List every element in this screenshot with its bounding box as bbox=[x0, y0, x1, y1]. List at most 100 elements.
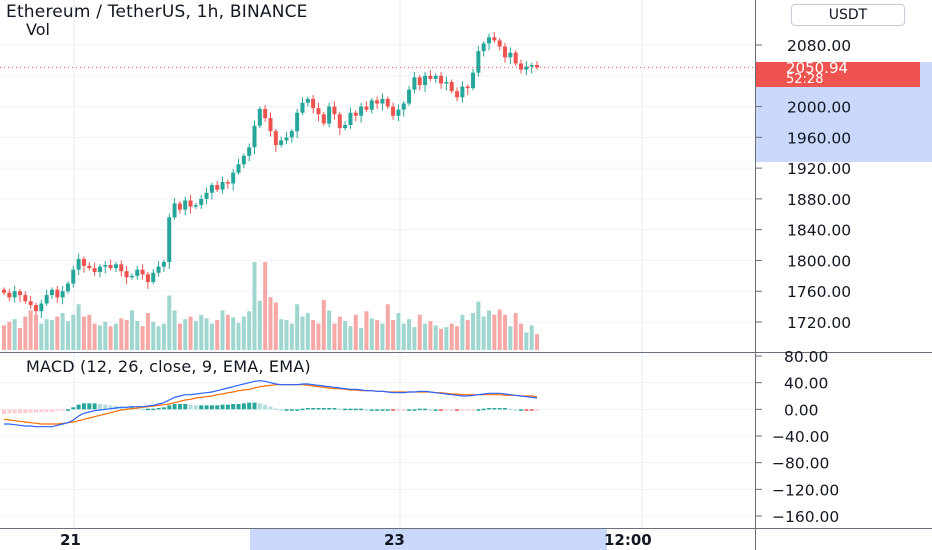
price-axis-tick: 1720.00 bbox=[787, 314, 851, 332]
volume-bar bbox=[353, 314, 358, 350]
candle-body bbox=[167, 217, 172, 262]
candle-body bbox=[412, 77, 417, 90]
candle-body bbox=[103, 265, 108, 267]
candle-body bbox=[503, 46, 508, 58]
candle-body bbox=[7, 292, 12, 298]
volume-bar bbox=[385, 304, 390, 350]
macd-histogram-bar bbox=[12, 409, 17, 414]
volume-bar bbox=[33, 314, 38, 350]
volume-bar bbox=[359, 328, 364, 350]
volume-bar bbox=[23, 316, 28, 350]
volume-bar bbox=[209, 323, 214, 350]
macd-indicator-label[interactable]: MACD (12, 26, close, 9, EMA, EMA) bbox=[26, 357, 311, 376]
macd-histogram-bar bbox=[220, 404, 225, 410]
volume-bar bbox=[460, 314, 465, 350]
macd-histogram-bar bbox=[7, 409, 12, 414]
macd-histogram-bar bbox=[145, 408, 150, 411]
candle-body bbox=[471, 72, 476, 89]
candle-body bbox=[359, 106, 364, 116]
candle-body bbox=[145, 274, 150, 282]
macd-axis-tick: −120.00 bbox=[772, 481, 839, 499]
macd-histogram-bar bbox=[375, 409, 380, 411]
symbol-title[interactable]: Ethereum / TetherUS, 1h, BINANCE bbox=[6, 2, 308, 22]
price-axis-tick: 1800.00 bbox=[787, 252, 851, 270]
price-axis-tick: 1960.00 bbox=[787, 129, 851, 147]
volume-bar bbox=[7, 321, 12, 350]
macd-histogram-bar bbox=[311, 408, 316, 410]
candle-body bbox=[476, 51, 481, 73]
macd-histogram-bar bbox=[92, 403, 97, 410]
candle-body bbox=[279, 140, 284, 146]
volume-bar bbox=[39, 323, 44, 350]
volume-bar bbox=[471, 313, 476, 350]
macd-histogram-bar bbox=[231, 404, 236, 410]
candle-body bbox=[193, 205, 198, 207]
candle-body bbox=[492, 37, 497, 41]
macd-histogram-bar bbox=[401, 409, 406, 411]
macd-histogram-bar bbox=[28, 409, 33, 413]
macd-histogram-bar bbox=[172, 404, 177, 410]
volume-bar bbox=[81, 316, 86, 350]
candle-body bbox=[439, 75, 444, 84]
macd-histogram-bar bbox=[188, 404, 193, 410]
macd-histogram-bar bbox=[492, 408, 497, 410]
candle-body bbox=[161, 261, 166, 267]
candle-body bbox=[108, 265, 113, 269]
macd-histogram-bar bbox=[535, 409, 539, 411]
volume-bar bbox=[129, 310, 134, 350]
candle-body bbox=[87, 265, 92, 269]
volume-bar bbox=[316, 323, 321, 350]
candle-body bbox=[209, 185, 214, 193]
candle-body bbox=[535, 65, 539, 68]
time-axis-highlight bbox=[250, 528, 607, 550]
price-axis-tick: 2080.00 bbox=[787, 37, 851, 55]
candle-body bbox=[401, 103, 406, 110]
volume-bar bbox=[225, 314, 230, 350]
macd-histogram-bar bbox=[412, 409, 417, 411]
candle-body bbox=[188, 200, 193, 207]
candle-body bbox=[199, 198, 204, 206]
volume-bar bbox=[535, 334, 539, 350]
candle-body bbox=[487, 37, 492, 44]
candle-body bbox=[12, 291, 17, 298]
volume-bar bbox=[364, 311, 369, 350]
macd-histogram-bar bbox=[215, 405, 220, 410]
macd-histogram-bar bbox=[455, 409, 460, 411]
macd-histogram-bar bbox=[369, 409, 374, 411]
macd-histogram-bar bbox=[289, 409, 294, 411]
currency-button[interactable]: USDT bbox=[791, 4, 905, 26]
volume-bar bbox=[113, 323, 118, 350]
candle-body bbox=[332, 106, 337, 115]
candle-body bbox=[33, 305, 38, 312]
macd-histogram-bar bbox=[87, 403, 92, 410]
macd-histogram-bar bbox=[380, 409, 385, 411]
volume-bar bbox=[332, 323, 337, 350]
candle-body bbox=[481, 43, 486, 52]
candle-body bbox=[172, 203, 177, 218]
volume-bar bbox=[215, 320, 220, 350]
macd-histogram-bar bbox=[385, 409, 390, 411]
macd-histogram-bar bbox=[343, 408, 348, 411]
price-axis-tick: 1760.00 bbox=[787, 283, 851, 301]
volume-bar bbox=[423, 323, 428, 350]
candle-body bbox=[343, 125, 348, 129]
candle-body bbox=[241, 155, 246, 165]
candle-body bbox=[76, 258, 81, 270]
volume-bar bbox=[396, 313, 401, 350]
candle-body bbox=[380, 98, 385, 104]
volume-bar bbox=[449, 323, 454, 350]
candle-body bbox=[151, 272, 156, 282]
volume-bar bbox=[519, 323, 524, 350]
volume-indicator-label[interactable]: Vol bbox=[26, 20, 50, 39]
macd-histogram-bar bbox=[508, 408, 513, 411]
macd-histogram-bar bbox=[391, 409, 396, 411]
volume-bar bbox=[135, 320, 140, 350]
macd-histogram-bar bbox=[199, 405, 204, 410]
volume-bar bbox=[119, 318, 124, 350]
macd-histogram-bar bbox=[417, 408, 422, 411]
macd-histogram-bar bbox=[273, 408, 278, 411]
volume-bar bbox=[433, 325, 438, 350]
candle-body bbox=[321, 114, 326, 124]
volume-bar bbox=[124, 320, 129, 350]
